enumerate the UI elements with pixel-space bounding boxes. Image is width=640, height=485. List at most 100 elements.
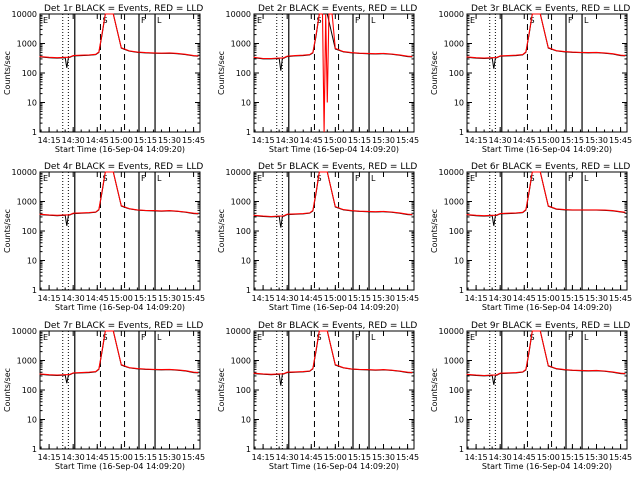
marker-letter: L: [157, 174, 162, 183]
x-axis-label: Start Time (16-Sep-04 14:09:20): [482, 145, 612, 154]
y-tick-label: 10000: [439, 10, 464, 19]
x-axis-label: Start Time (16-Sep-04 14:09:20): [269, 145, 399, 154]
plot-frame: [39, 13, 201, 133]
series-line-events: [466, 171, 626, 226]
x-tick-label: 15:45: [609, 453, 632, 462]
marker-letter: F: [568, 174, 573, 183]
y-tick-label: 1: [459, 128, 464, 137]
x-tick-label: 15:15: [134, 453, 157, 462]
x-tick-label: 15:30: [158, 453, 181, 462]
y-tick-label: 10: [241, 99, 251, 108]
x-tick-label: 14:45: [513, 294, 536, 303]
x-tick-label: 15:45: [396, 136, 419, 145]
x-tick-label: 15:00: [110, 453, 133, 462]
marker-letter: E: [43, 333, 48, 342]
y-tick-label: 100: [236, 227, 251, 236]
series-line-lld: [39, 330, 199, 376]
marker-letter: L: [371, 16, 376, 25]
marker-letter: L: [584, 174, 589, 183]
series-line-lld: [253, 171, 413, 218]
x-axis-label: Start Time (16-Sep-04 14:09:20): [55, 462, 185, 471]
series-line-events: [466, 13, 626, 69]
marker-letter: S: [102, 16, 107, 25]
series-line-lld: [253, 330, 413, 375]
x-tick-label: 14:30: [489, 453, 512, 462]
y-tick-label: 1: [246, 445, 251, 454]
series-line-lld: [39, 13, 199, 59]
marker-letter: S: [316, 16, 321, 25]
y-axis-label: Counts/sec: [430, 51, 439, 95]
y-axis-label: Counts/sec: [3, 51, 12, 95]
marker-letter: L: [584, 16, 589, 25]
detector-panel-3: Det 3r BLACK = Events, RED = LLD 1 10 100 10…: [430, 4, 632, 154]
x-tick-label: 14:30: [62, 294, 85, 303]
x-axis-label: Start Time (16-Sep-04 14:09:20): [269, 462, 399, 471]
x-tick-label: 14:30: [489, 294, 512, 303]
x-tick-label: 14:30: [62, 453, 85, 462]
plot-frame: [253, 171, 415, 291]
x-tick-label: 15:00: [537, 294, 560, 303]
y-tick-label: 1000: [231, 357, 251, 366]
marker-letter: L: [584, 333, 589, 342]
x-tick-label: 15:30: [372, 294, 395, 303]
marker-letter: L: [157, 333, 162, 342]
y-tick-label: 100: [449, 227, 464, 236]
x-tick-label: 15:15: [561, 294, 584, 303]
x-tick-label: 14:45: [513, 136, 536, 145]
y-tick-label: 1000: [444, 40, 464, 49]
y-tick-label: 10000: [226, 10, 251, 19]
marker-letter: E: [43, 174, 48, 183]
plot-frame: [466, 330, 628, 450]
x-tick-label: 15:15: [561, 453, 584, 462]
detector-panel-9: Det 9r BLACK = Events, RED = LLD 1 10 100 10…: [430, 321, 632, 471]
series-line-events: [466, 330, 626, 385]
y-tick-label: 1000: [17, 357, 37, 366]
marker-letter: F: [141, 16, 146, 25]
marker-letter: F: [568, 16, 573, 25]
x-tick-label: 14:45: [300, 453, 323, 462]
y-tick-label: 10000: [12, 168, 37, 177]
series-line-lld: [466, 330, 626, 377]
marker-letter: S: [316, 174, 321, 183]
y-tick-label: 1: [246, 128, 251, 137]
y-tick-label: 10000: [226, 168, 251, 177]
x-tick-label: 15:00: [110, 136, 133, 145]
y-tick-label: 1000: [17, 40, 37, 49]
x-tick-label: 15:30: [158, 136, 181, 145]
marker-letter: E: [257, 174, 262, 183]
x-tick-label: 15:00: [324, 294, 347, 303]
x-tick-label: 14:15: [38, 136, 61, 145]
y-tick-label: 100: [236, 386, 251, 395]
chart-title: Det 1r BLACK = Events, RED = LLD: [44, 4, 203, 14]
plot-frame: [466, 171, 628, 291]
x-tick-label: 14:30: [489, 136, 512, 145]
y-tick-label: 10000: [439, 327, 464, 336]
series-line-lld: [39, 171, 199, 216]
y-tick-label: 1: [459, 286, 464, 295]
y-tick-label: 100: [236, 69, 251, 78]
y-tick-label: 10: [241, 257, 251, 266]
y-axis-label: Counts/sec: [217, 51, 226, 95]
x-axis-label: Start Time (16-Sep-04 14:09:20): [55, 303, 185, 312]
x-tick-label: 15:30: [372, 453, 395, 462]
marker-letter: E: [257, 16, 262, 25]
x-tick-label: 15:30: [585, 294, 608, 303]
x-tick-label: 15:15: [134, 136, 157, 145]
x-tick-label: 15:45: [396, 453, 419, 462]
y-tick-label: 10: [27, 99, 37, 108]
x-tick-label: 14:15: [38, 294, 61, 303]
chart-title: Det 6r BLACK = Events, RED = LLD: [471, 162, 630, 172]
marker-letter: F: [141, 174, 146, 183]
series-line-events: [39, 13, 199, 68]
x-tick-label: 15:45: [396, 294, 419, 303]
detector-panel-1: Det 1r BLACK = Events, RED = LLD 1 10 100 10…: [3, 4, 205, 154]
marker-letter: L: [371, 333, 376, 342]
y-tick-label: 100: [449, 69, 464, 78]
y-tick-label: 10000: [12, 327, 37, 336]
x-tick-label: 14:15: [38, 453, 61, 462]
y-tick-label: 10000: [439, 168, 464, 177]
marker-letter: S: [529, 333, 534, 342]
marker-letter: S: [102, 174, 107, 183]
plot-frame: [466, 13, 628, 133]
